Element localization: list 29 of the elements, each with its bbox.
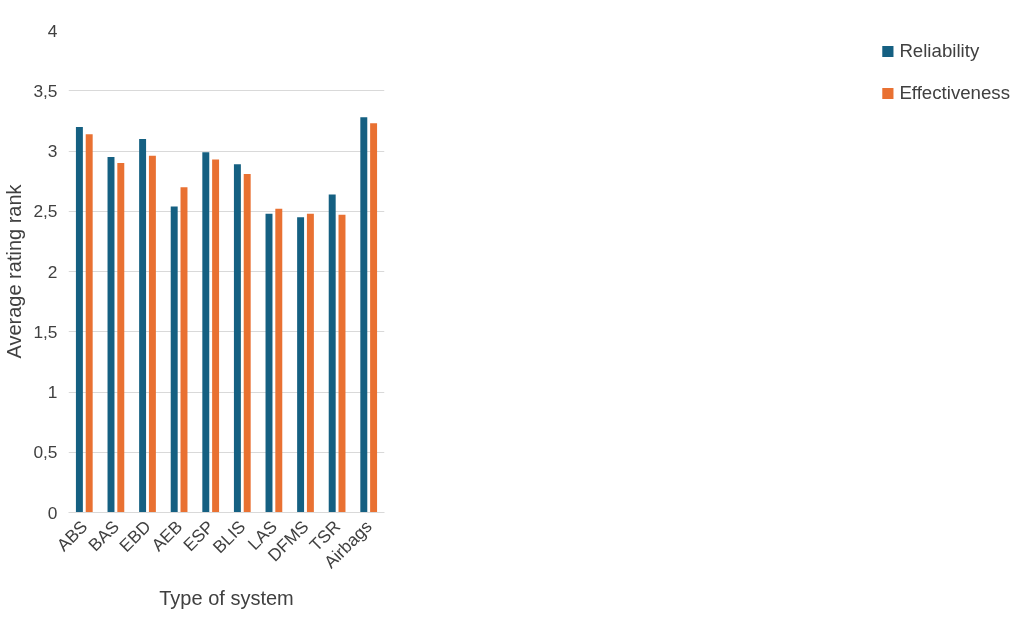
bar [297, 217, 305, 513]
bar [212, 159, 220, 513]
y-tick-label: 3,5 [33, 80, 58, 101]
x-axis-title: Type of system [159, 587, 294, 610]
y-tick-label: 3 [47, 141, 58, 161]
bar [75, 126, 83, 513]
legend-label: Effectiveness [899, 82, 1010, 104]
bar [170, 206, 178, 513]
bar [148, 155, 156, 513]
bar [360, 117, 368, 513]
bar [275, 208, 283, 513]
bar [202, 152, 210, 513]
y-tick-label: 4 [47, 20, 58, 41]
bar [370, 123, 378, 513]
y-tick-label: 2,5 [33, 201, 58, 222]
y-tick-label: 2 [47, 261, 58, 282]
y-axis-title: Average rating rank [3, 183, 26, 359]
y-tick-label: 1 [47, 382, 58, 402]
bar [306, 213, 314, 513]
y-tick-label: 0 [47, 502, 58, 523]
bar [85, 134, 93, 513]
bar [233, 164, 241, 513]
bar [243, 173, 251, 513]
legend-label: Reliability [899, 40, 980, 62]
y-tick-label: 0,5 [33, 442, 58, 463]
bar [117, 163, 125, 513]
bar [328, 194, 336, 513]
bar [139, 138, 147, 513]
y-tick-label: 1,5 [33, 321, 58, 342]
